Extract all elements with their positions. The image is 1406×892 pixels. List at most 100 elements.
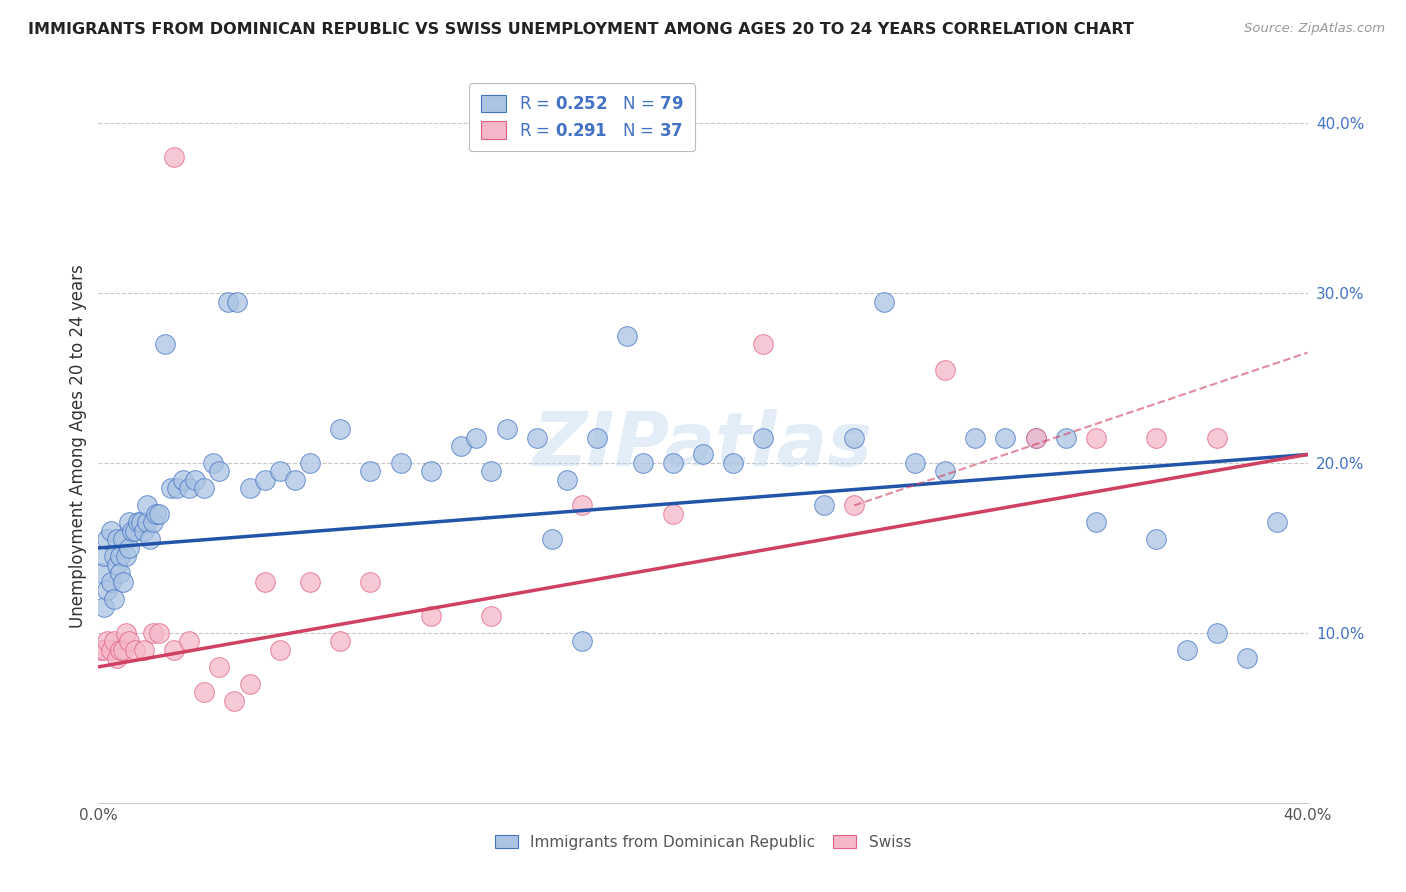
Point	[121, 524, 143, 538]
Point	[752, 430, 775, 444]
Point	[299, 574, 322, 589]
Point	[105, 558, 128, 572]
Point	[571, 499, 593, 513]
Point	[111, 574, 134, 589]
Point	[111, 643, 134, 657]
Point	[163, 150, 186, 164]
Point	[994, 430, 1017, 444]
Point	[692, 448, 714, 462]
Point	[108, 566, 131, 581]
Point	[1236, 651, 1258, 665]
Point	[844, 430, 866, 444]
Y-axis label: Unemployment Among Ages 20 to 24 years: Unemployment Among Ages 20 to 24 years	[69, 264, 87, 628]
Point	[184, 473, 207, 487]
Point	[127, 516, 149, 530]
Point	[299, 456, 322, 470]
Point	[661, 507, 683, 521]
Point	[103, 634, 125, 648]
Point	[571, 634, 593, 648]
Point	[904, 456, 927, 470]
Point	[90, 643, 112, 657]
Point	[111, 533, 134, 547]
Point	[1085, 430, 1108, 444]
Point	[93, 549, 115, 564]
Point	[142, 516, 165, 530]
Point	[526, 430, 548, 444]
Point	[208, 465, 231, 479]
Point	[555, 473, 578, 487]
Point	[166, 482, 188, 496]
Point	[96, 634, 118, 648]
Point	[179, 634, 201, 648]
Point	[172, 473, 194, 487]
Legend: Immigrants from Dominican Republic, Swiss: Immigrants from Dominican Republic, Swis…	[489, 829, 917, 855]
Point	[481, 465, 503, 479]
Point	[217, 294, 239, 309]
Point	[1206, 626, 1229, 640]
Point	[329, 634, 352, 648]
Point	[1054, 430, 1077, 444]
Point	[139, 533, 162, 547]
Point	[873, 294, 896, 309]
Point	[540, 533, 562, 547]
Point	[118, 541, 141, 555]
Point	[100, 574, 122, 589]
Point	[586, 430, 609, 444]
Point	[193, 482, 215, 496]
Point	[153, 337, 176, 351]
Point	[481, 608, 503, 623]
Point	[1144, 430, 1167, 444]
Point	[269, 643, 291, 657]
Point	[135, 499, 157, 513]
Text: Source: ZipAtlas.com: Source: ZipAtlas.com	[1244, 22, 1385, 36]
Point	[90, 566, 112, 581]
Point	[145, 507, 167, 521]
Point	[160, 482, 183, 496]
Point	[96, 583, 118, 598]
Point	[142, 626, 165, 640]
Point	[124, 643, 146, 657]
Point	[253, 574, 276, 589]
Point	[239, 677, 262, 691]
Point	[329, 422, 352, 436]
Point	[100, 643, 122, 657]
Point	[114, 549, 136, 564]
Point	[93, 600, 115, 615]
Point	[465, 430, 488, 444]
Point	[132, 524, 155, 538]
Point	[239, 482, 262, 496]
Point	[114, 626, 136, 640]
Point	[226, 294, 249, 309]
Point	[132, 643, 155, 657]
Point	[813, 499, 835, 513]
Point	[118, 516, 141, 530]
Point	[420, 608, 443, 623]
Point	[1085, 516, 1108, 530]
Text: IMMIGRANTS FROM DOMINICAN REPUBLIC VS SWISS UNEMPLOYMENT AMONG AGES 20 TO 24 YEA: IMMIGRANTS FROM DOMINICAN REPUBLIC VS SW…	[28, 22, 1135, 37]
Point	[360, 574, 382, 589]
Point	[105, 533, 128, 547]
Point	[103, 591, 125, 606]
Point	[103, 549, 125, 564]
Point	[934, 465, 956, 479]
Point	[752, 337, 775, 351]
Point	[1024, 430, 1046, 444]
Point	[284, 473, 307, 487]
Point	[179, 482, 201, 496]
Point	[148, 626, 170, 640]
Point	[224, 694, 246, 708]
Point	[96, 533, 118, 547]
Point	[1175, 643, 1198, 657]
Point	[1206, 430, 1229, 444]
Point	[965, 430, 987, 444]
Point	[163, 643, 186, 657]
Point	[93, 643, 115, 657]
Point	[934, 362, 956, 376]
Point	[193, 685, 215, 699]
Point	[269, 465, 291, 479]
Point	[208, 660, 231, 674]
Point	[844, 499, 866, 513]
Point	[108, 643, 131, 657]
Point	[135, 516, 157, 530]
Point	[105, 651, 128, 665]
